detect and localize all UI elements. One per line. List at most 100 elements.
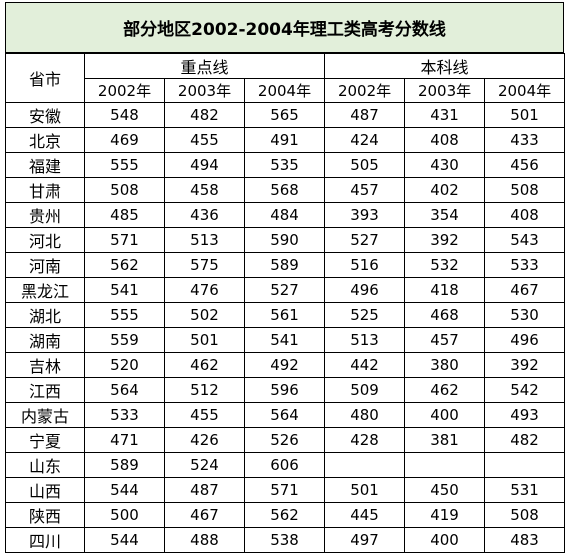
score-cell <box>324 452 406 478</box>
score-cell: 445 <box>324 502 406 528</box>
score-cell: 494 <box>164 152 245 178</box>
score-cell: 532 <box>404 252 486 278</box>
table-row: 河南 562 575 589 516 532 533 <box>5 252 566 278</box>
score-sheet: 部分地区2002-2004年理工类高考分数线 省市 重点线 本科线 2002年 … <box>5 2 566 553</box>
score-cell: 575 <box>164 252 245 278</box>
score-cell: 488 <box>164 527 245 553</box>
score-cell: 561 <box>243 302 326 328</box>
score-cell: 467 <box>484 277 566 303</box>
score-cell: 571 <box>84 227 165 253</box>
score-cell: 485 <box>84 202 165 228</box>
score-cell: 501 <box>324 477 406 503</box>
score-cell: 457 <box>404 327 486 353</box>
table-title: 部分地区2002-2004年理工类高考分数线 <box>5 2 564 53</box>
score-cell: 589 <box>84 452 165 478</box>
score-cell: 596 <box>243 377 326 403</box>
score-cell: 590 <box>243 227 326 253</box>
header-row-years: 2002年 2003年 2004年 2002年 2003年 2004年 <box>6 78 566 103</box>
table-row: 吉林 520 462 492 442 380 392 <box>5 352 566 378</box>
score-cell: 381 <box>404 427 486 453</box>
score-cell: 433 <box>484 127 566 153</box>
score-cell: 565 <box>243 102 326 128</box>
score-cell: 555 <box>84 302 165 328</box>
province-cell: 河南 <box>5 252 85 278</box>
table-row: 宁夏 471 426 526 428 381 482 <box>5 427 566 453</box>
score-cell: 541 <box>243 327 326 353</box>
score-cell: 493 <box>484 402 566 428</box>
score-cell: 543 <box>484 227 566 253</box>
year-header: 2004年 <box>243 78 326 103</box>
score-cell: 501 <box>164 327 245 353</box>
score-cell: 571 <box>243 477 326 503</box>
score-cell: 400 <box>404 402 486 428</box>
score-cell: 508 <box>484 502 566 528</box>
score-cell: 442 <box>324 352 406 378</box>
score-cell: 462 <box>404 377 486 403</box>
score-cell: 505 <box>324 152 406 178</box>
score-cell: 354 <box>404 202 486 228</box>
score-cell: 520 <box>84 352 165 378</box>
score-cell: 568 <box>243 177 326 203</box>
province-cell: 湖南 <box>5 327 85 353</box>
province-cell: 黑龙江 <box>5 277 85 303</box>
score-cell: 533 <box>484 252 566 278</box>
score-cell: 476 <box>164 277 245 303</box>
score-cell: 509 <box>324 377 406 403</box>
score-cell: 482 <box>484 427 566 453</box>
score-cell: 562 <box>84 252 165 278</box>
undergrad-line-header: 本科线 <box>324 53 566 79</box>
score-cell: 418 <box>404 277 486 303</box>
province-cell: 山东 <box>5 452 85 478</box>
score-cell: 468 <box>404 302 486 328</box>
score-cell: 497 <box>324 527 406 553</box>
year-header: 2003年 <box>164 78 245 103</box>
table-row: 湖北 555 502 561 525 468 530 <box>5 302 566 328</box>
province-cell: 福建 <box>5 152 85 178</box>
score-cell: 487 <box>324 102 406 128</box>
score-cell: 562 <box>243 502 326 528</box>
table-row: 湖南 559 501 541 513 457 496 <box>5 327 566 353</box>
table-row: 江西 564 512 596 509 462 542 <box>5 377 566 403</box>
table-row: 安徽 548 482 565 487 431 501 <box>5 102 566 128</box>
table-row: 黑龙江 541 476 527 496 418 467 <box>5 277 566 303</box>
score-cell: 542 <box>484 377 566 403</box>
score-cell: 533 <box>84 402 165 428</box>
province-cell: 安徽 <box>5 102 85 128</box>
score-cell: 431 <box>404 102 486 128</box>
score-cell: 392 <box>484 352 566 378</box>
score-cell: 492 <box>243 352 326 378</box>
province-cell: 甘肃 <box>5 177 85 203</box>
score-cell: 531 <box>484 477 566 503</box>
score-cell: 513 <box>324 327 406 353</box>
table-row: 陕西 500 467 562 445 419 508 <box>5 502 566 528</box>
score-cell: 508 <box>484 177 566 203</box>
province-header: 省市 <box>5 53 85 103</box>
score-cell: 555 <box>84 152 165 178</box>
score-cell: 424 <box>324 127 406 153</box>
score-cell: 541 <box>84 277 165 303</box>
score-cell: 430 <box>404 152 486 178</box>
score-cell: 502 <box>164 302 245 328</box>
score-cell: 496 <box>484 327 566 353</box>
score-cell <box>484 452 566 478</box>
province-cell: 贵州 <box>5 202 85 228</box>
score-cell: 538 <box>243 527 326 553</box>
score-cell: 455 <box>164 402 245 428</box>
score-cell: 500 <box>84 502 165 528</box>
score-cell <box>404 452 486 478</box>
score-cell: 393 <box>324 202 406 228</box>
score-cell: 487 <box>164 477 245 503</box>
score-cell: 544 <box>84 527 165 553</box>
year-header: 2003年 <box>404 78 486 103</box>
province-cell: 吉林 <box>5 352 85 378</box>
province-cell: 陕西 <box>5 502 85 528</box>
score-cell: 544 <box>84 477 165 503</box>
score-cell: 482 <box>164 102 245 128</box>
score-cell: 589 <box>243 252 326 278</box>
province-cell: 河北 <box>5 227 85 253</box>
score-cell: 501 <box>484 102 566 128</box>
score-cell: 408 <box>484 202 566 228</box>
score-cell: 527 <box>243 277 326 303</box>
score-cell: 455 <box>164 127 245 153</box>
score-cell: 457 <box>324 177 406 203</box>
